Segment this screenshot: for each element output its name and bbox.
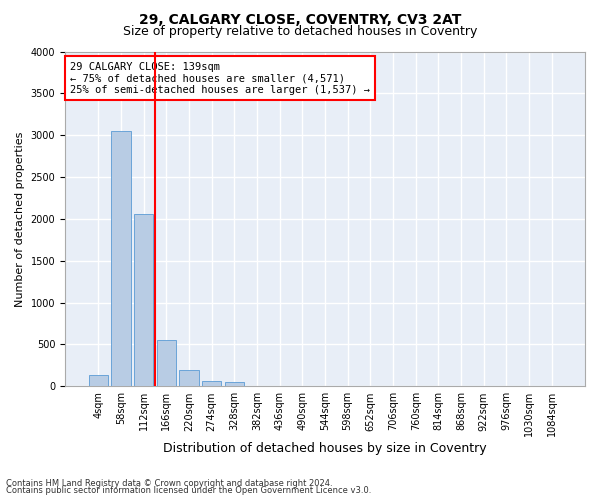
Text: 29 CALGARY CLOSE: 139sqm
← 75% of detached houses are smaller (4,571)
25% of sem: 29 CALGARY CLOSE: 139sqm ← 75% of detach…: [70, 62, 370, 94]
Bar: [224, 382, 244, 386]
Text: Contains HM Land Registry data © Crown copyright and database right 2024.: Contains HM Land Registry data © Crown c…: [6, 478, 332, 488]
Text: 29, CALGARY CLOSE, COVENTRY, CV3 2AT: 29, CALGARY CLOSE, COVENTRY, CV3 2AT: [139, 12, 461, 26]
Bar: [202, 381, 221, 386]
Text: Contains public sector information licensed under the Open Government Licence v3: Contains public sector information licen…: [6, 486, 371, 495]
Bar: [112, 131, 131, 386]
Y-axis label: Number of detached properties: Number of detached properties: [15, 131, 25, 306]
Bar: [134, 214, 153, 386]
Text: Size of property relative to detached houses in Coventry: Size of property relative to detached ho…: [123, 25, 477, 38]
X-axis label: Distribution of detached houses by size in Coventry: Distribution of detached houses by size …: [163, 442, 487, 455]
Bar: [179, 370, 199, 386]
Bar: [89, 376, 108, 386]
Bar: [157, 340, 176, 386]
